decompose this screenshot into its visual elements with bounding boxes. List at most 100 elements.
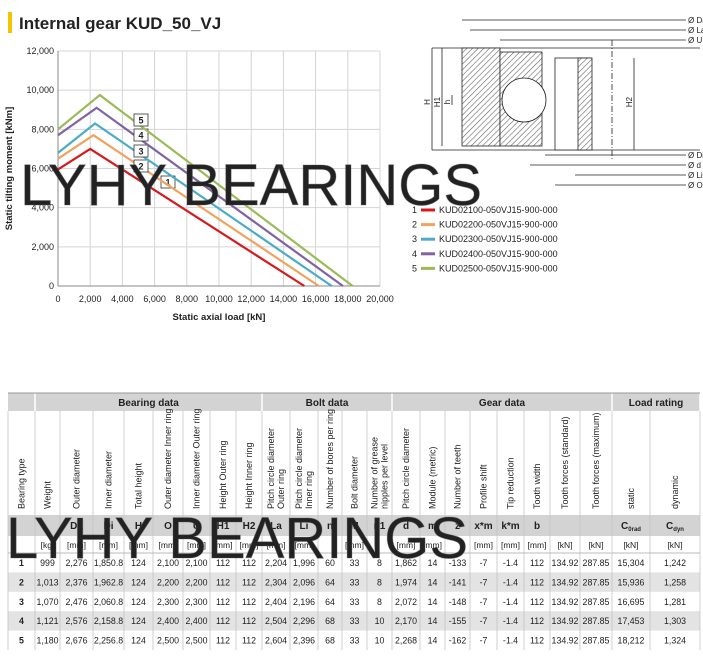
table-cell: 2,504 — [265, 616, 287, 626]
legend-number: 3 — [412, 234, 417, 244]
table-cell: 8 — [377, 597, 382, 607]
table-cell: 134.92 — [552, 616, 579, 626]
column-header: Inner diameter Outer ring — [192, 408, 202, 509]
dim-label: h — [443, 100, 452, 104]
gear-teeth — [577, 57, 593, 151]
column-header: Number of bores per ring — [325, 409, 335, 509]
x-tick-label: 10,000 — [205, 294, 233, 304]
table-cell: 287.85 — [583, 597, 610, 607]
table-cell: 112 — [242, 636, 256, 646]
y-tick-label: 8,000 — [31, 124, 54, 134]
table-cell: 112 — [242, 597, 256, 607]
table-cell: 2,300 — [185, 597, 207, 607]
column-header: Bolt diameter — [350, 456, 360, 509]
column-header: Module (metric) — [428, 446, 438, 509]
table-cell: 2,158.8 — [94, 616, 123, 626]
table-cell: -7 — [480, 558, 488, 568]
table-cell: -7 — [480, 597, 488, 607]
table-cell: 2,304 — [265, 577, 287, 587]
table-cell: 2,268 — [395, 636, 417, 646]
column-symbol: Da — [70, 521, 83, 532]
column-unit: [mm] — [423, 540, 442, 550]
column-header: Profile shift — [479, 464, 489, 509]
column-unit: [mm] — [99, 540, 118, 550]
table-cell: 2,100 — [157, 558, 179, 568]
table-cell: 287.85 — [583, 636, 610, 646]
table-cell: 8 — [377, 577, 382, 587]
table-cell: 2,476 — [65, 597, 87, 607]
legend-number: 1 — [412, 205, 417, 215]
table-cell: 5 — [19, 636, 24, 646]
symbol-row-bg — [8, 515, 700, 536]
table-cell: 2,500 — [157, 636, 179, 646]
column-header: Tip reduction — [506, 457, 516, 509]
table-cell: 16,695 — [618, 597, 645, 607]
watermark: LYHY BEARINGS — [6, 506, 468, 571]
column-symbol: m — [428, 521, 437, 532]
table-cell: 2,204 — [265, 558, 287, 568]
x-tick-label: 20,000 — [366, 294, 394, 304]
series-line — [57, 147, 305, 287]
table-cell: -1.4 — [503, 577, 518, 587]
column-header: nipples per level — [380, 444, 390, 509]
line-label-box — [133, 128, 149, 142]
column-symbol: n — [327, 521, 333, 532]
series-line — [57, 122, 333, 287]
column-header: Inner ring — [304, 471, 314, 509]
column-symbol: Li — [300, 521, 309, 532]
table-cell: 4 — [19, 616, 24, 626]
column-unit: [mm] — [129, 540, 148, 550]
outer-ring — [461, 47, 501, 147]
column-symbol: La — [270, 521, 282, 532]
column-symbol: C0rad — [621, 521, 641, 533]
table-cell: 112 — [530, 636, 544, 646]
table-cell: 112 — [242, 577, 256, 587]
table-cell: 33 — [350, 577, 360, 587]
table-cell: 68 — [325, 616, 335, 626]
table-cell: 3 — [19, 597, 24, 607]
x-tick-label: 14,000 — [270, 294, 298, 304]
table-cell: 1,013 — [36, 577, 58, 587]
table-cell: 1,996 — [293, 558, 315, 568]
legend-number: 2 — [412, 220, 417, 230]
series-line — [57, 93, 354, 287]
table-cell: 112 — [530, 558, 544, 568]
table-cell: 2,256.8 — [94, 636, 123, 646]
y-tick-label: 2,000 — [31, 242, 54, 252]
column-unit: [mm] — [240, 540, 259, 550]
table-cell: 2,676 — [65, 636, 87, 646]
column-header: Pitch circle diameter — [266, 428, 276, 509]
dim-label: Ø d — [688, 161, 701, 170]
table-cell: -7 — [480, 636, 488, 646]
legend-label: KUD02100-050VJ15-900-000 — [439, 205, 558, 215]
table-cell: 124 — [131, 558, 146, 568]
diagram-labels: Ø Da Ø La Ø U Ø Di Ø d Ø Li Ø O H H1 h H… — [423, 16, 703, 190]
x-axis-label: Static axial load [kN] — [173, 312, 266, 323]
column-unit: [mm] — [501, 540, 520, 550]
table-cell: 2,296 — [293, 616, 315, 626]
table-cell: 14 — [428, 597, 438, 607]
series-line — [57, 133, 320, 287]
table-cell: 64 — [325, 597, 335, 607]
x-tick-label: 4,000 — [111, 294, 134, 304]
table-cell: 124 — [131, 616, 146, 626]
table-cell: 1,258 — [664, 577, 686, 587]
symbol-text: C — [621, 521, 628, 532]
legend-label: KUD02300-050VJ15-900-000 — [439, 234, 558, 244]
column-header: Number of grease — [370, 437, 380, 509]
table-cell: 2,500 — [185, 636, 207, 646]
line-label-box — [160, 175, 176, 189]
table-cell: 15,304 — [618, 558, 645, 568]
line-label-box — [133, 113, 149, 127]
column-unit: [mm] — [214, 540, 233, 550]
table-cell: 112 — [242, 558, 256, 568]
table-cell: 1,324 — [664, 636, 686, 646]
table-cell: 64 — [325, 577, 335, 587]
table-cell: 10 — [375, 616, 385, 626]
column-symbol: Di — [104, 521, 114, 532]
table-cell: 18,212 — [618, 636, 645, 646]
column-header: Number of teeth — [453, 444, 463, 509]
column-unit: [kN] — [623, 540, 638, 550]
table-cell: 2,276 — [65, 558, 87, 568]
